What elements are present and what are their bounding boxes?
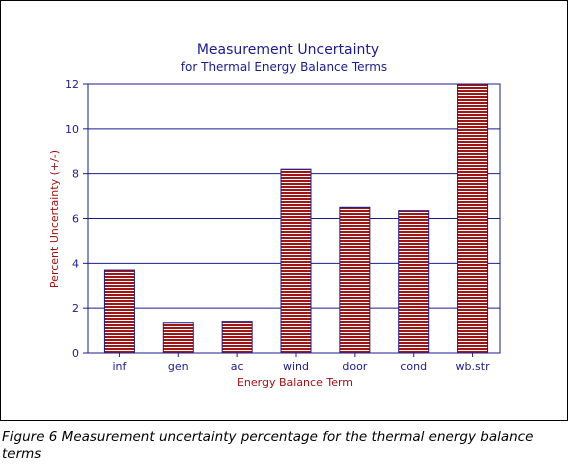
bar-ac [221, 321, 253, 354]
figure-frame [0, 0, 568, 421]
y-axis-label: Percent Uncertainty (+/-) [48, 150, 61, 288]
x-tick-label: wb.str [456, 360, 491, 373]
x-axis-ticks: inf gen ac wind door cond wb.str [112, 353, 490, 373]
y-tick-label: 6 [72, 213, 79, 226]
x-tick-label: inf [112, 360, 127, 373]
x-tick-label: gen [168, 360, 189, 373]
y-tick-label: 2 [72, 302, 79, 315]
y-tick-label: 10 [65, 123, 79, 136]
figure-caption: Figure 6 Measurement uncertainty percent… [2, 429, 534, 462]
y-tick-label: 8 [72, 168, 79, 181]
x-axis-label: Energy Balance Term [237, 376, 353, 389]
bar-wind [280, 168, 312, 354]
x-tick-label: cond [400, 360, 427, 373]
bar-gen [162, 322, 194, 354]
chart-subtitle: for Thermal Energy Balance Terms [181, 60, 387, 74]
bar-inf [103, 269, 135, 354]
bar-wb-str [457, 83, 489, 354]
y-axis-ticks: 0 2 4 6 8 10 12 [65, 78, 88, 360]
x-tick-label: door [342, 360, 367, 373]
x-tick-label: wind [283, 360, 309, 373]
y-tick-label: 12 [65, 78, 79, 91]
x-tick-label: ac [231, 360, 244, 373]
uncertainty-bar-chart: Measurement Uncertainty for Thermal Ener… [48, 42, 501, 389]
y-tick-label: 0 [72, 347, 79, 360]
bar-cond [398, 210, 430, 354]
bar-door [339, 206, 371, 354]
y-tick-label: 4 [72, 257, 79, 270]
chart-title: Measurement Uncertainty [197, 42, 379, 58]
